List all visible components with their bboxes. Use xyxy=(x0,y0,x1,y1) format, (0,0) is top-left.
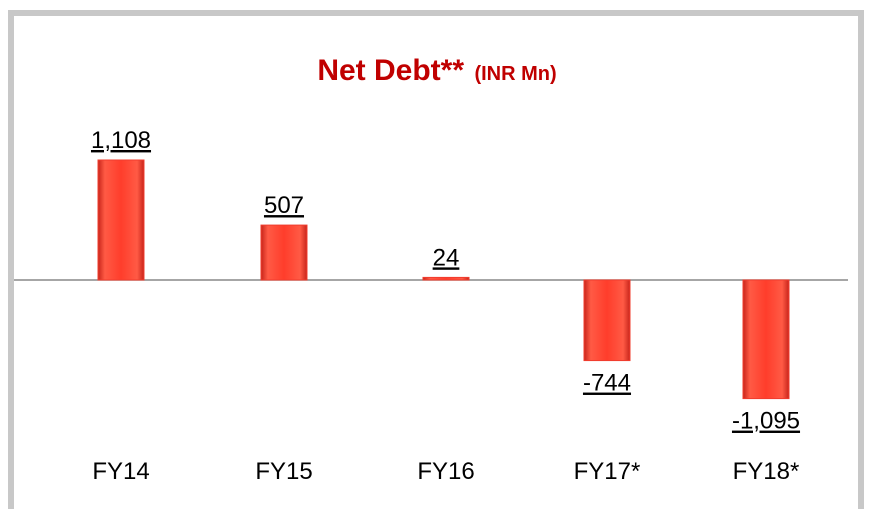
value-label: 507 xyxy=(264,192,304,219)
value-label: -744 xyxy=(583,370,631,397)
x-tick-label: FY18* xyxy=(733,458,800,485)
chart-title-group: Net Debt** (INR Mn) xyxy=(317,54,556,87)
chart-title: Net Debt** xyxy=(317,54,464,87)
x-tick-label: FY17* xyxy=(574,458,641,485)
x-tick-label: FY15 xyxy=(255,458,312,485)
frame xyxy=(8,10,864,509)
x-tick-label: FY14 xyxy=(92,458,149,485)
value-label: -1,095 xyxy=(732,408,800,435)
value-label: 1,108 xyxy=(91,127,151,154)
value-label: 24 xyxy=(433,244,460,271)
chart-subtitle: (INR Mn) xyxy=(474,63,556,85)
x-tick-label: FY16 xyxy=(417,458,474,485)
bar xyxy=(742,279,790,400)
bar xyxy=(260,224,308,281)
bar xyxy=(97,159,145,281)
bar xyxy=(422,276,470,281)
bar xyxy=(583,279,631,362)
